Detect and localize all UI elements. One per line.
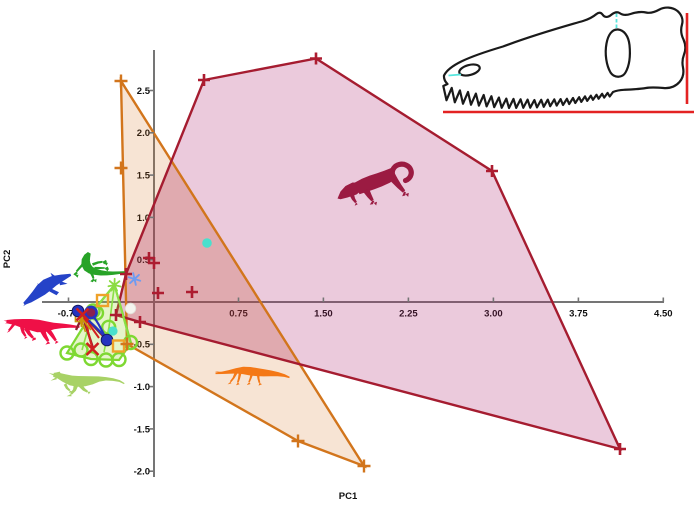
svg-text:1.5: 1.5 (137, 171, 151, 182)
svg-text:3.00: 3.00 (484, 309, 503, 320)
svg-text:-2.0: -2.0 (134, 467, 150, 478)
svg-text:0.5: 0.5 (137, 255, 151, 266)
svg-text:1.0: 1.0 (137, 213, 150, 224)
svg-text:3.75: 3.75 (569, 309, 588, 320)
svg-text:-0.5: -0.5 (134, 340, 151, 351)
svg-text:2.0: 2.0 (137, 128, 150, 139)
svg-text:4.50: 4.50 (654, 309, 673, 320)
svg-text:1.50: 1.50 (314, 309, 333, 320)
svg-text:2.5: 2.5 (137, 86, 151, 97)
svg-text:PC1: PC1 (339, 491, 358, 502)
svg-text:PC2: PC2 (2, 250, 13, 268)
svg-text:-1.0: -1.0 (134, 382, 150, 393)
svg-text:-1.5: -1.5 (134, 424, 151, 435)
svg-text:-0.75: -0.75 (58, 309, 80, 320)
svg-text:2.25: 2.25 (399, 309, 418, 320)
svg-text:0.75: 0.75 (229, 309, 248, 320)
